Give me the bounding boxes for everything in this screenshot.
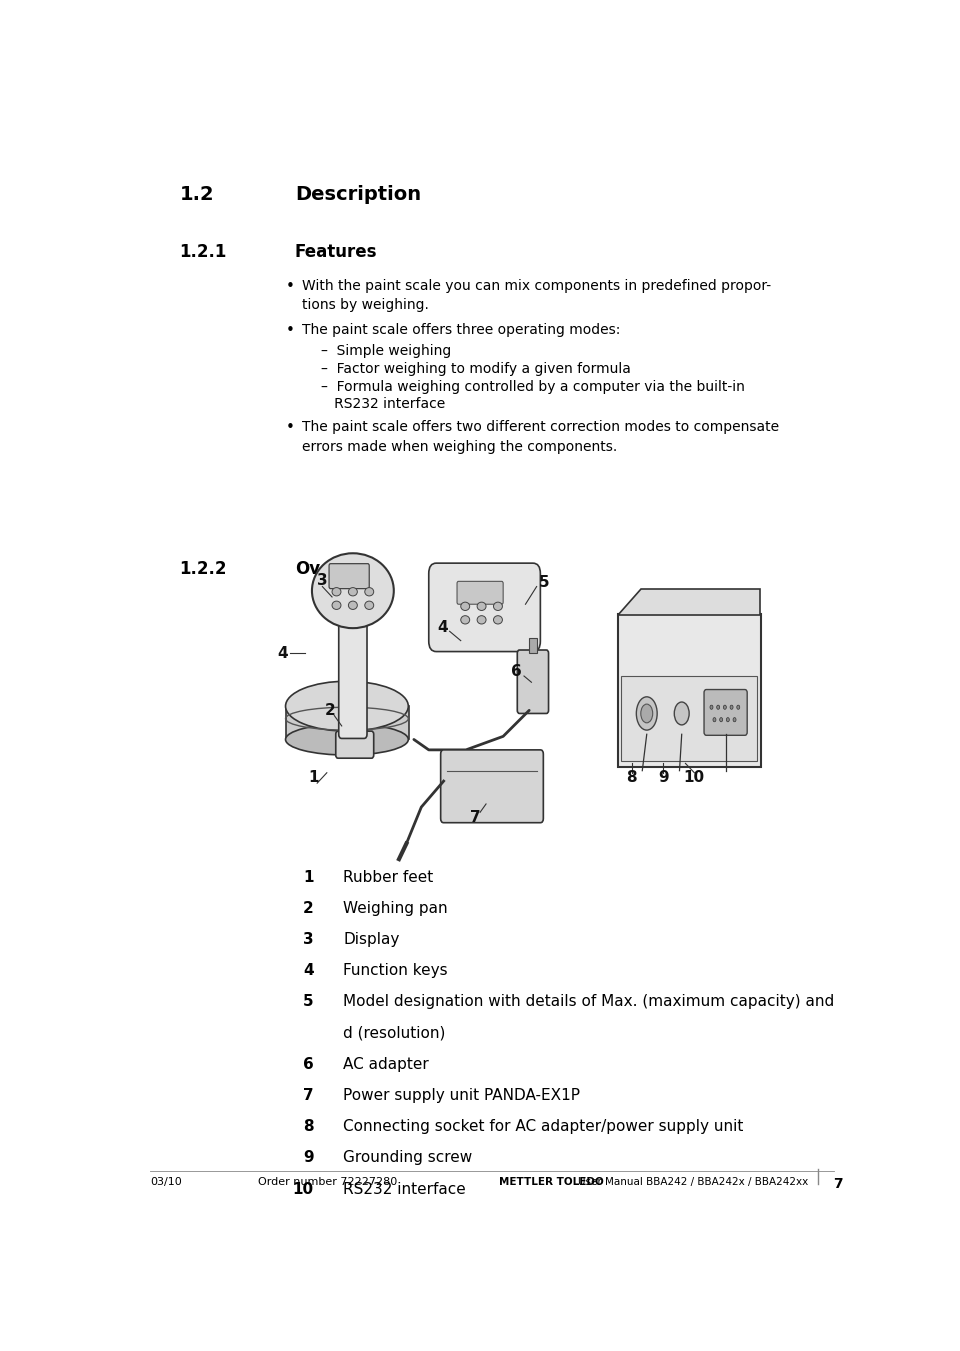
Text: 6: 6 (302, 1056, 313, 1071)
Ellipse shape (727, 717, 730, 721)
Text: 1.2: 1.2 (180, 185, 214, 204)
Text: METTLER TOLEDO: METTLER TOLEDO (499, 1178, 604, 1188)
FancyBboxPatch shape (621, 677, 756, 762)
Ellipse shape (461, 603, 469, 611)
Text: 7: 7 (469, 811, 480, 825)
Text: 1: 1 (308, 770, 319, 785)
Text: –  Factor weighing to modify a given formula: – Factor weighing to modify a given form… (321, 362, 631, 376)
Ellipse shape (720, 717, 723, 721)
FancyBboxPatch shape (617, 613, 760, 766)
Text: 2: 2 (325, 703, 336, 717)
Text: 3: 3 (317, 573, 327, 588)
Text: 1.2.2: 1.2.2 (180, 559, 227, 577)
Polygon shape (618, 589, 760, 615)
Text: 5: 5 (302, 994, 313, 1009)
FancyBboxPatch shape (704, 689, 747, 735)
Text: Power supply unit PANDA-EX1P: Power supply unit PANDA-EX1P (344, 1088, 580, 1102)
Text: Features: Features (295, 243, 377, 261)
Ellipse shape (477, 616, 486, 624)
Text: RS232 interface: RS232 interface (344, 1182, 466, 1197)
Ellipse shape (674, 703, 689, 725)
Text: Overview: Overview (295, 559, 383, 577)
Text: 10: 10 (684, 770, 705, 785)
Text: 9: 9 (658, 770, 668, 785)
Ellipse shape (285, 724, 408, 755)
Text: Connecting socket for AC adapter/power supply unit: Connecting socket for AC adapter/power s… (344, 1119, 744, 1135)
Text: Grounding screw: Grounding screw (344, 1151, 472, 1166)
Text: 1: 1 (303, 870, 313, 885)
Text: User Manual BBA242 / BBA242x / BBA242xx: User Manual BBA242 / BBA242x / BBA242xx (578, 1178, 807, 1188)
Text: •: • (286, 323, 295, 338)
Text: Order number 72227280: Order number 72227280 (257, 1178, 396, 1188)
Ellipse shape (477, 603, 486, 611)
FancyBboxPatch shape (457, 581, 503, 604)
Ellipse shape (285, 681, 408, 731)
FancyBboxPatch shape (517, 650, 548, 713)
Text: The paint scale offers three operating modes:: The paint scale offers three operating m… (302, 323, 621, 338)
Text: 5: 5 (539, 576, 549, 590)
Ellipse shape (312, 554, 394, 628)
Text: 7: 7 (302, 1088, 313, 1102)
Text: With the paint scale you can mix components in predefined propor-
tions by weigh: With the paint scale you can mix compone… (302, 278, 772, 312)
Text: •: • (286, 420, 295, 435)
Text: 10: 10 (292, 1182, 313, 1197)
FancyBboxPatch shape (336, 731, 373, 758)
Ellipse shape (365, 588, 373, 596)
Text: Function keys: Function keys (344, 963, 447, 978)
Ellipse shape (710, 705, 713, 709)
FancyBboxPatch shape (339, 617, 367, 739)
Ellipse shape (733, 717, 736, 721)
Text: RS232 interface: RS232 interface (321, 397, 445, 411)
Text: 8: 8 (302, 1119, 313, 1135)
Ellipse shape (717, 705, 720, 709)
Text: Model designation with details of Max. (maximum capacity) and: Model designation with details of Max. (… (344, 994, 834, 1009)
Text: –  Simple weighing: – Simple weighing (321, 345, 451, 358)
Ellipse shape (724, 705, 727, 709)
Bar (529, 638, 537, 653)
Ellipse shape (332, 601, 341, 609)
Text: 4: 4 (276, 646, 287, 661)
FancyBboxPatch shape (441, 750, 543, 823)
Text: 6: 6 (511, 665, 522, 680)
Ellipse shape (736, 705, 740, 709)
Text: Display: Display (344, 932, 399, 947)
FancyBboxPatch shape (286, 707, 409, 739)
Text: The paint scale offers two different correction modes to compensate
errors made : The paint scale offers two different cor… (302, 420, 780, 454)
Ellipse shape (636, 697, 658, 730)
Text: Description: Description (295, 185, 421, 204)
Ellipse shape (348, 601, 357, 609)
Text: d (resolution): d (resolution) (344, 1025, 445, 1040)
Ellipse shape (348, 588, 357, 596)
Text: 8: 8 (627, 770, 637, 785)
Text: 3: 3 (302, 932, 313, 947)
Ellipse shape (332, 588, 341, 596)
Ellipse shape (493, 616, 502, 624)
Text: 03/10: 03/10 (150, 1178, 181, 1188)
FancyBboxPatch shape (329, 563, 370, 589)
Text: Weighing pan: Weighing pan (344, 901, 447, 916)
Ellipse shape (461, 616, 469, 624)
Text: Rubber feet: Rubber feet (344, 870, 434, 885)
Text: 1.2.1: 1.2.1 (180, 243, 227, 261)
Text: –  Formula weighing controlled by a computer via the built-in: – Formula weighing controlled by a compu… (321, 380, 745, 393)
Text: AC adapter: AC adapter (344, 1056, 429, 1071)
Ellipse shape (713, 717, 716, 721)
Text: 2: 2 (302, 901, 313, 916)
Ellipse shape (730, 705, 733, 709)
Text: 9: 9 (302, 1151, 313, 1166)
Ellipse shape (365, 601, 373, 609)
Ellipse shape (493, 603, 502, 611)
Ellipse shape (641, 704, 653, 723)
FancyBboxPatch shape (429, 563, 540, 651)
Text: 4: 4 (437, 620, 447, 635)
Text: 4: 4 (302, 963, 313, 978)
Text: 7: 7 (832, 1178, 842, 1192)
Text: •: • (286, 278, 295, 293)
